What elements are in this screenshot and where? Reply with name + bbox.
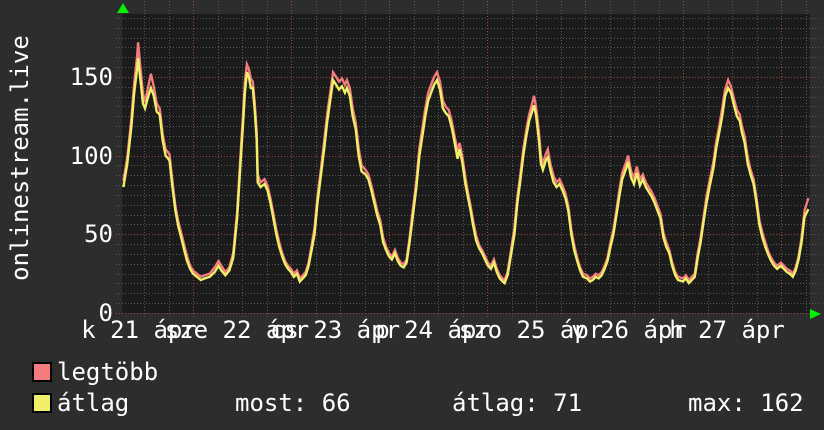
x-axis-arrow-icon [810,309,821,319]
legend-swatch-atlag [32,393,52,413]
legend-swatch-legtobb [32,362,52,382]
legend-label-legtobb: legtöbb [57,358,159,386]
x-axis-label: v 26 ápr [571,316,687,344]
stat-most: most: 66 [235,389,351,417]
x-axis-label: cs 23 ápr [269,316,401,344]
stat-atlag: átlag: 71 [452,389,583,417]
y-tick-label: 0 [98,299,113,327]
x-axis-label: k 21 ápr [81,316,197,344]
y-tick-label: 150 [69,62,113,91]
y-axis-arrow-icon [117,3,129,13]
x-axis-label: h 27 ápr [669,316,785,344]
x-axis-label: szo 25 ápr [458,316,604,344]
series-line-legtobb [122,42,810,283]
x-axis-label: p 24 ápr [375,316,491,344]
stat-max: max: 162 [688,389,804,417]
x-axis-label: sze 22 ápr [164,316,310,344]
y-tick-label: 50 [84,220,113,249]
legend-label-atlag: átlag [57,389,130,417]
series-line-atlag [122,57,810,286]
chart-series [122,42,810,286]
y-tick-label: 100 [69,141,113,170]
